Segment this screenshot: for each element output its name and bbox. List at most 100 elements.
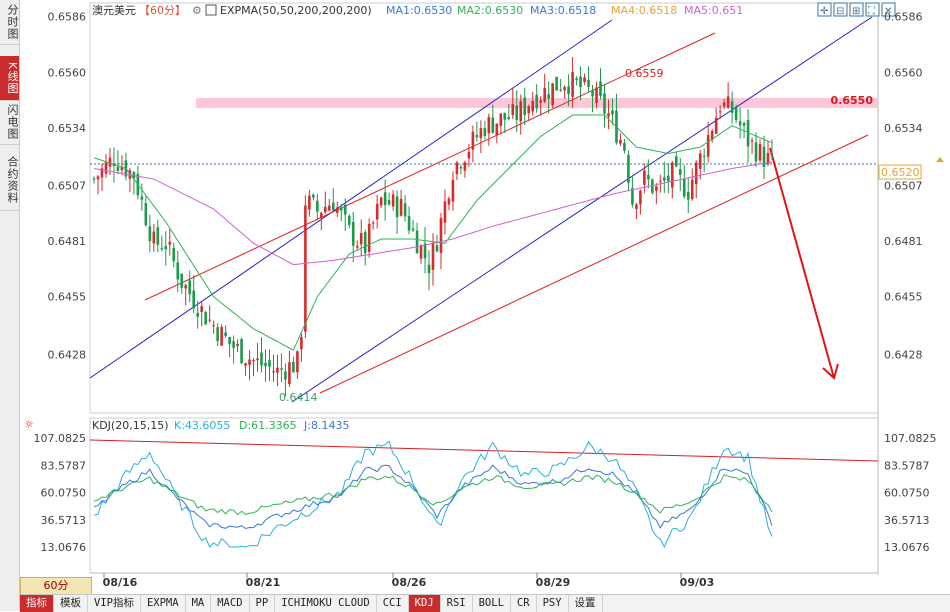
tab-ma[interactable]: MA bbox=[186, 595, 212, 612]
x-tick-label: 08/29 bbox=[536, 576, 571, 589]
candle-body bbox=[152, 231, 156, 244]
sidebar-tab-timeshare[interactable]: 分时图 bbox=[0, 0, 19, 45]
candle-body bbox=[663, 177, 666, 181]
candle-body bbox=[331, 202, 335, 211]
indicator-checkbox[interactable] bbox=[205, 4, 217, 16]
candle-body bbox=[567, 86, 570, 95]
kdj-settings-icon[interactable]: ☼ bbox=[24, 418, 34, 431]
candle-body bbox=[324, 206, 327, 213]
tab-模板[interactable]: 模板 bbox=[54, 595, 88, 612]
candle-body bbox=[555, 76, 558, 91]
candle-body bbox=[571, 72, 574, 97]
tab-指标[interactable]: 指标 bbox=[20, 595, 54, 612]
y-axis-left: 0.6586 0.6560 0.6534 0.6507 0.6481 0.6455 0.64… bbox=[48, 11, 87, 362]
candle-body bbox=[272, 371, 275, 373]
tab-pp[interactable]: PP bbox=[250, 595, 276, 612]
kdj-label: KDJ(20,15,15) bbox=[92, 419, 169, 432]
crosshair-icon-glyph: ✛ bbox=[820, 6, 829, 17]
candle-body bbox=[180, 273, 184, 288]
crosshair-icon[interactable] bbox=[817, 2, 832, 17]
x-tick-label: 08/16 bbox=[103, 576, 138, 589]
candle-body bbox=[120, 166, 124, 171]
candle-body bbox=[579, 76, 582, 88]
candle-body bbox=[730, 101, 734, 113]
candle-body bbox=[631, 187, 634, 205]
candle-body bbox=[738, 121, 742, 126]
tab-kdj[interactable]: KDJ bbox=[408, 595, 441, 612]
main-chart-frame bbox=[89, 2, 879, 414]
ma1-label: MA1:0.6530 bbox=[386, 4, 452, 17]
candle-body bbox=[116, 166, 120, 171]
tab-cr[interactable]: CR bbox=[511, 595, 537, 612]
tab-psy[interactable]: PSY bbox=[537, 595, 569, 612]
candle-body bbox=[511, 104, 515, 116]
tab-expma[interactable]: EXPMA bbox=[141, 595, 186, 612]
zoom-out-icon-glyph: ⊟ bbox=[836, 6, 844, 17]
close-icon[interactable] bbox=[881, 2, 896, 17]
candle-body bbox=[172, 248, 176, 262]
sidebar-tab-flash[interactable]: 闪电图 bbox=[0, 100, 19, 145]
candle-body bbox=[742, 122, 746, 126]
candle-body bbox=[527, 106, 531, 114]
candle-body bbox=[224, 332, 227, 336]
kdj-tick-label: 13.0676 bbox=[41, 541, 87, 554]
candle-body bbox=[718, 111, 722, 113]
candle-body bbox=[164, 245, 168, 250]
zoom-out-icon[interactable] bbox=[833, 2, 848, 17]
tab-cci[interactable]: CCI bbox=[377, 595, 409, 612]
candle-body bbox=[423, 243, 427, 259]
x-tick-label: 09/03 bbox=[680, 576, 715, 589]
candle-body bbox=[92, 178, 96, 180]
candle-body bbox=[220, 327, 223, 346]
candle-body bbox=[387, 200, 391, 205]
tab-macd[interactable]: MACD bbox=[211, 595, 250, 612]
candle-body bbox=[611, 110, 614, 115]
y-tick-label: 0.6455 bbox=[48, 291, 87, 304]
fullscreen-icon[interactable] bbox=[865, 2, 880, 17]
candle-body bbox=[200, 306, 203, 313]
period-selector-button[interactable]: 60分 bbox=[20, 577, 92, 595]
candle-body bbox=[702, 155, 706, 157]
sidebar-tab-contract-info[interactable]: 合约资料 bbox=[0, 150, 19, 211]
resistance-label: 0.6550 bbox=[831, 94, 874, 107]
tab-rsi[interactable]: RSI bbox=[441, 595, 473, 612]
tab-vip指标[interactable]: VIP指标 bbox=[88, 595, 141, 612]
candle-body bbox=[583, 77, 586, 83]
tab-ichimoku-cloud[interactable]: ICHIMOKU CLOUD bbox=[275, 595, 377, 612]
sidebar-tab-kline[interactable]: K线图 bbox=[0, 56, 19, 101]
moving-averages bbox=[93, 114, 773, 351]
kdj-tick-label: 83.5787 bbox=[41, 459, 87, 472]
zoom-in-icon[interactable] bbox=[849, 2, 864, 17]
candle-body bbox=[439, 218, 443, 253]
kdj-lines bbox=[93, 440, 773, 548]
candle-body bbox=[328, 205, 331, 211]
candle-body bbox=[726, 96, 730, 108]
candle-body bbox=[188, 280, 192, 295]
candle-body bbox=[316, 200, 319, 212]
forecast-arrow-head bbox=[822, 363, 839, 380]
high-label: 0.6559 bbox=[625, 67, 664, 80]
candle-body bbox=[407, 216, 411, 231]
candle-body bbox=[515, 105, 519, 121]
candle-body bbox=[212, 325, 215, 327]
candle-body bbox=[459, 166, 463, 169]
candle-body bbox=[655, 186, 658, 191]
ma4-label: MA4:0.6518 bbox=[611, 4, 677, 17]
candle-body bbox=[100, 168, 104, 178]
candle-body bbox=[619, 139, 622, 144]
candle-body bbox=[427, 264, 431, 274]
settings-gear-icon[interactable]: ⚙ bbox=[192, 4, 202, 17]
tab-设置[interactable]: 设置 bbox=[569, 595, 603, 612]
tab-boll[interactable]: BOLL bbox=[473, 595, 511, 612]
indicator-label: EXPMA(50,50,200,200,200) bbox=[220, 4, 372, 17]
candle-body bbox=[467, 151, 471, 159]
kdj-k-label: K:43.6055 bbox=[174, 419, 230, 432]
candle-body bbox=[659, 180, 662, 182]
kdj-tick-label: 107.0825 bbox=[884, 432, 937, 445]
kdj-tick-label: 107.0825 bbox=[34, 432, 87, 445]
candle-body bbox=[531, 100, 535, 112]
kdj-axis-right: 107.0825 83.5787 60.0750 36.5713 13.0676 bbox=[884, 432, 937, 554]
candle-body bbox=[108, 157, 112, 167]
fullscreen-icon-glyph: ⛶ bbox=[867, 6, 876, 17]
